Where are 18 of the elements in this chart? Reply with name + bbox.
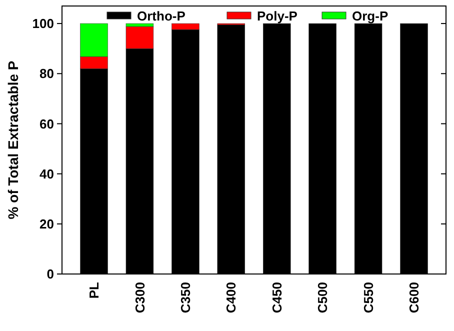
x-tick-label: C450 [269,282,284,314]
legend-label: Poly-P [257,8,298,24]
x-tick-label: C300 [132,282,148,314]
x-tick-label: C600 [406,282,422,314]
y-tick-label: 40 [40,166,54,182]
y-tick-label: 20 [40,216,54,232]
x-tick-label: C350 [178,282,193,314]
y-tick-label: 60 [40,116,54,132]
y-axis-title: % of Total Extractable P [5,60,21,220]
legend-label: Ortho-P [137,8,186,24]
y-tick-label: 100 [32,16,54,32]
x-tick-label: PL [86,282,102,299]
x-tick-label: C400 [224,282,239,314]
y-tick-label: 0 [46,266,54,282]
x-tick-label: C500 [315,282,330,314]
legend-label: Org-P [352,8,388,24]
y-tick-label: 80 [40,66,54,82]
x-tick-label: C550 [360,282,376,314]
